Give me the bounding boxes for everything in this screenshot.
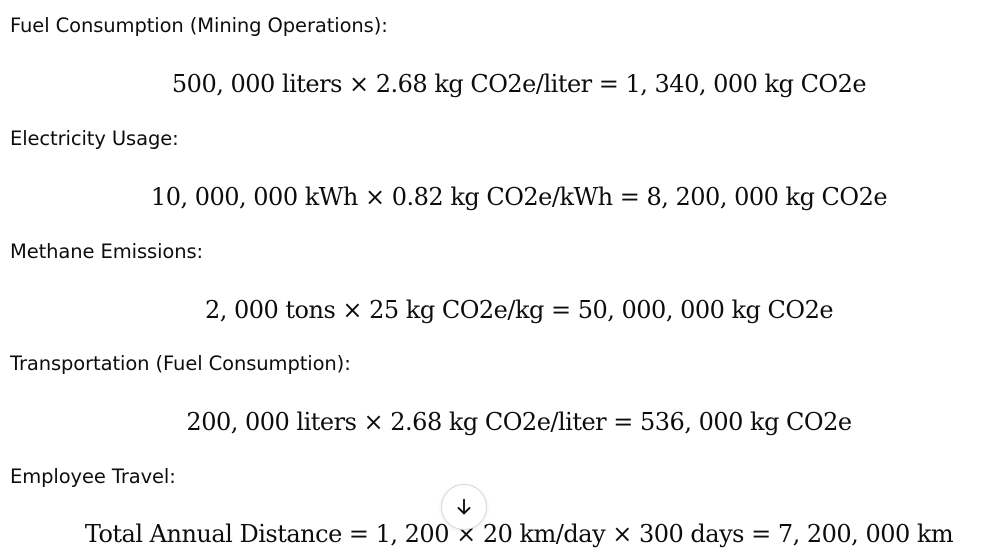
scroll-to-bottom-button[interactable]	[441, 484, 487, 530]
section-label-fuel-consumption: Fuel Consumption (Mining Operations):	[10, 14, 388, 37]
section-label-electricity-usage: Electricity Usage:	[10, 127, 179, 150]
equation-fuel-consumption: 500, 000 liters × 2.68 kg CO2e/liter = 1…	[171, 70, 867, 98]
section-label-employee-travel: Employee Travel:	[10, 465, 176, 488]
section-label-transportation: Transportation (Fuel Consumption):	[10, 352, 351, 375]
equation-transportation: 200, 000 liters × 2.68 kg CO2e/liter = 5…	[186, 408, 852, 436]
section-label-methane-emissions: Methane Emissions:	[10, 240, 204, 263]
arrow-down-icon	[453, 496, 475, 518]
equation-employee-travel: Total Annual Distance = 1, 200 × 20 km/d…	[84, 520, 954, 548]
equation-electricity-usage: 10, 000, 000 kWh × 0.82 kg CO2e/kWh = 8,…	[150, 183, 888, 211]
equation-methane-emissions: 2, 000 tons × 25 kg CO2e/kg = 50, 000, 0…	[204, 296, 834, 324]
